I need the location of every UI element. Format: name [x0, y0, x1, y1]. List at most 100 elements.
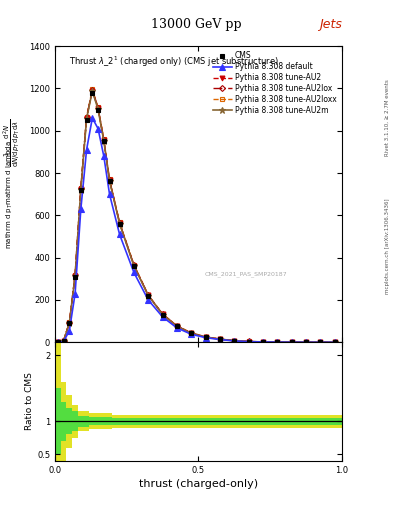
Pythia 8.308 default	[90, 115, 95, 121]
Pythia 8.308 default	[132, 269, 136, 275]
Line: Pythia 8.308 tune-AU2: Pythia 8.308 tune-AU2	[55, 88, 337, 345]
Pythia 8.308 tune-AU2m	[189, 330, 194, 336]
Pythia 8.308 tune-AU2m	[107, 178, 112, 184]
CMS	[304, 339, 309, 345]
Pythia 8.308 tune-AU2	[90, 88, 95, 94]
CMS	[73, 273, 77, 280]
Pythia 8.308 tune-AU2loxx	[189, 330, 194, 336]
Pythia 8.308 tune-AU2m	[132, 263, 136, 269]
Pythia 8.308 tune-AU2lox	[101, 137, 106, 143]
Pythia 8.308 tune-AU2loxx	[79, 185, 83, 191]
Pythia 8.308 default	[218, 336, 222, 343]
Pythia 8.308 tune-AU2	[304, 339, 309, 345]
Pythia 8.308 tune-AU2loxx	[332, 339, 337, 346]
CMS	[160, 312, 165, 318]
Pythia 8.308 tune-AU2m	[84, 116, 89, 122]
Pythia 8.308 tune-AU2	[132, 263, 136, 269]
Pythia 8.308 tune-AU2loxx	[304, 339, 309, 345]
Pythia 8.308 tune-AU2	[67, 320, 72, 326]
Pythia 8.308 tune-AU2m	[90, 88, 95, 94]
Text: 13000 GeV pp: 13000 GeV pp	[151, 18, 242, 31]
CMS	[275, 339, 280, 345]
Pythia 8.308 tune-AU2loxx	[55, 339, 60, 346]
Pythia 8.308 tune-AU2m	[332, 339, 337, 346]
Pythia 8.308 tune-AU2loxx	[160, 311, 165, 317]
Pythia 8.308 tune-AU2lox	[304, 339, 309, 345]
Pythia 8.308 default	[67, 328, 72, 334]
Pythia 8.308 tune-AU2loxx	[318, 339, 323, 346]
CMS	[318, 339, 323, 346]
Pythia 8.308 default	[275, 339, 280, 345]
Pythia 8.308 tune-AU2lox	[261, 339, 265, 345]
Pythia 8.308 tune-AU2	[79, 186, 83, 192]
Pythia 8.308 tune-AU2m	[261, 339, 265, 345]
Pythia 8.308 tune-AU2lox	[246, 338, 251, 345]
Pythia 8.308 tune-AU2	[174, 323, 179, 329]
Pythia 8.308 default	[232, 338, 237, 344]
Pythia 8.308 tune-AU2lox	[332, 339, 337, 346]
Pythia 8.308 default	[79, 206, 83, 212]
CMS	[246, 338, 251, 345]
Pythia 8.308 tune-AU2m	[146, 292, 151, 298]
CMS	[79, 187, 83, 193]
Pythia 8.308 tune-AU2	[332, 339, 337, 346]
Pythia 8.308 default	[332, 339, 337, 346]
Pythia 8.308 tune-AU2	[275, 339, 280, 345]
Pythia 8.308 tune-AU2	[96, 105, 101, 112]
Pythia 8.308 tune-AU2m	[67, 320, 72, 326]
Pythia 8.308 default	[146, 297, 151, 303]
CMS	[96, 106, 101, 113]
Pythia 8.308 tune-AU2lox	[107, 177, 112, 183]
Pythia 8.308 default	[246, 338, 251, 345]
Pythia 8.308 tune-AU2lox	[117, 220, 122, 226]
Pythia 8.308 default	[107, 191, 112, 197]
CMS	[90, 90, 95, 96]
CMS	[55, 339, 60, 346]
CMS	[189, 330, 194, 336]
Line: Pythia 8.308 tune-AU2m: Pythia 8.308 tune-AU2m	[55, 88, 338, 346]
Pythia 8.308 tune-AU2lox	[79, 185, 83, 191]
Pythia 8.308 tune-AU2	[232, 337, 237, 344]
Pythia 8.308 tune-AU2m	[203, 334, 208, 340]
Pythia 8.308 default	[289, 339, 294, 345]
Pythia 8.308 tune-AU2m	[101, 138, 106, 144]
CMS	[67, 320, 72, 326]
Pythia 8.308 tune-AU2	[107, 177, 112, 183]
Pythia 8.308 tune-AU2	[84, 115, 89, 121]
Pythia 8.308 tune-AU2	[246, 338, 251, 345]
Text: mcplots.cern.ch [arXiv:1306.3436]: mcplots.cern.ch [arXiv:1306.3436]	[385, 198, 390, 293]
Pythia 8.308 tune-AU2loxx	[246, 338, 251, 345]
Pythia 8.308 tune-AU2lox	[232, 337, 237, 344]
Line: Pythia 8.308 tune-AU2loxx: Pythia 8.308 tune-AU2loxx	[55, 87, 337, 345]
Pythia 8.308 default	[55, 339, 60, 346]
Pythia 8.308 tune-AU2m	[246, 338, 251, 345]
Pythia 8.308 tune-AU2lox	[160, 311, 165, 317]
Text: Rivet 3.1.10, ≥ 2.7M events: Rivet 3.1.10, ≥ 2.7M events	[385, 79, 390, 156]
Pythia 8.308 tune-AU2m	[318, 339, 323, 346]
Pythia 8.308 tune-AU2m	[55, 339, 60, 346]
Pythia 8.308 tune-AU2lox	[218, 336, 222, 342]
CMS	[289, 339, 294, 345]
Pythia 8.308 tune-AU2m	[232, 338, 237, 344]
CMS	[132, 263, 136, 269]
Pythia 8.308 tune-AU2m	[218, 336, 222, 343]
Pythia 8.308 tune-AU2lox	[67, 319, 72, 326]
Pythia 8.308 tune-AU2lox	[55, 339, 60, 346]
Line: CMS: CMS	[56, 91, 337, 345]
Pythia 8.308 tune-AU2lox	[146, 292, 151, 298]
Pythia 8.308 tune-AU2loxx	[232, 337, 237, 344]
Pythia 8.308 tune-AU2lox	[73, 272, 77, 278]
Pythia 8.308 tune-AU2loxx	[90, 87, 95, 93]
Pythia 8.308 default	[101, 153, 106, 159]
Pythia 8.308 tune-AU2loxx	[146, 292, 151, 298]
Pythia 8.308 tune-AU2loxx	[218, 336, 222, 342]
Pythia 8.308 tune-AU2	[117, 220, 122, 226]
Pythia 8.308 tune-AU2	[261, 339, 265, 345]
CMS	[174, 324, 179, 330]
Pythia 8.308 tune-AU2m	[96, 106, 101, 112]
Pythia 8.308 default	[61, 338, 66, 345]
Pythia 8.308 tune-AU2lox	[318, 339, 323, 346]
X-axis label: thrust (charged-only): thrust (charged-only)	[139, 479, 258, 489]
Pythia 8.308 tune-AU2	[203, 334, 208, 340]
Pythia 8.308 tune-AU2	[160, 311, 165, 317]
